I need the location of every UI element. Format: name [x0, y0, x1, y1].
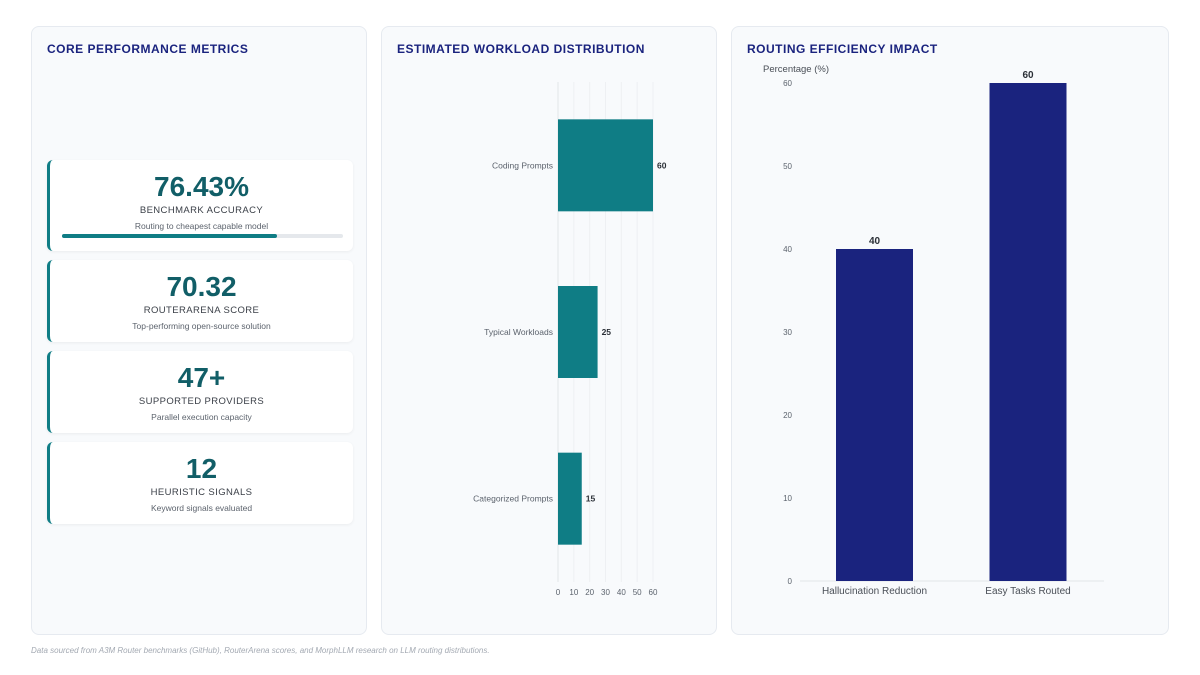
y-tick-label: 60	[783, 79, 792, 88]
metric-label: BENCHMARK ACCURACY	[139, 205, 264, 216]
data-label: 15	[586, 494, 596, 504]
efficiency-bar-chart: Percentage (%) 0 10 20 30 40 50 60 40 Hallucinati…	[763, 64, 1104, 597]
x-tick-label: 20	[585, 588, 594, 597]
category-label: Typical Workloads	[484, 327, 553, 337]
metric-value: 76.43%	[154, 171, 249, 202]
category-label: Coding Prompts	[492, 160, 553, 170]
data-label: 25	[602, 327, 612, 337]
efficiency-chart-title: ROUTING EFFICIENCY IMPACT	[747, 42, 938, 56]
accuracy-progress-track	[62, 234, 343, 238]
metric-subtitle: Top-performing open-source solution	[132, 321, 271, 331]
data-label: 40	[869, 236, 881, 247]
core-metrics-title: CORE PERFORMANCE METRICS	[47, 42, 249, 56]
metric-value: 12	[185, 453, 218, 484]
workload-bar-chart: 0 10 20 30 40 50 60 Coding Prompts 60 Typical Wor…	[473, 82, 667, 597]
data-source-footnote: Data sourced from A3M Router benchmarks …	[31, 646, 490, 655]
metric-subtitle: Routing to cheapest capable model	[134, 221, 269, 231]
accuracy-progress-fill	[62, 234, 277, 238]
y-tick-label: 40	[783, 245, 792, 254]
metric-label: ROUTERARENA SCORE	[143, 305, 260, 316]
metric-value: 70.32	[166, 271, 237, 302]
workload-chart-title: ESTIMATED WORKLOAD DISTRIBUTION	[397, 42, 645, 56]
bar	[558, 286, 598, 378]
x-tick-label: 60	[649, 588, 658, 597]
metric-card-benchmark-accuracy: 76.43% BENCHMARK ACCURACY Routing to che…	[47, 160, 353, 251]
bar	[558, 452, 582, 545]
x-tick-label: 10	[569, 588, 578, 597]
metric-subtitle: Parallel execution capacity	[151, 412, 252, 422]
metric-card-heuristic-signals: 12 HEURISTIC SIGNALS Keyword signals eva…	[47, 442, 353, 524]
category-label: Categorized Prompts	[473, 494, 553, 504]
metric-card-supported-providers: 47+ SUPPORTED PROVIDERS Parallel executi…	[47, 351, 353, 433]
bar	[558, 119, 653, 212]
bar	[836, 249, 913, 581]
category-label: Hallucination Reduction	[822, 586, 927, 597]
x-tick-label: 50	[633, 588, 642, 597]
y-tick-label: 30	[783, 328, 792, 337]
routing-efficiency-panel: ROUTING EFFICIENCY IMPACT Percentage (%)…	[731, 26, 1169, 635]
metric-value: 47+	[177, 362, 226, 393]
y-tick-label: 0	[788, 577, 793, 586]
y-tick-label: 20	[783, 411, 792, 420]
metric-subtitle: Keyword signals evaluated	[150, 503, 253, 513]
x-tick-label: 0	[556, 588, 561, 597]
x-tick-label: 30	[601, 588, 610, 597]
y-tick-label: 10	[783, 494, 792, 503]
y-axis-title: Percentage (%)	[763, 64, 829, 75]
workload-distribution-panel: ESTIMATED WORKLOAD DISTRIBUTION 0 10 20 30 4…	[381, 26, 717, 635]
data-label: 60	[1022, 70, 1034, 81]
category-label: Easy Tasks Routed	[985, 586, 1070, 597]
metric-label: HEURISTIC SIGNALS	[150, 487, 253, 498]
y-tick-label: 50	[783, 162, 792, 171]
metric-label: SUPPORTED PROVIDERS	[138, 396, 265, 407]
core-metrics-panel: CORE PERFORMANCE METRICS 76.43% BENCHMAR…	[31, 26, 367, 635]
x-tick-label: 40	[617, 588, 626, 597]
metric-card-routerarena-score: 70.32 ROUTERARENA SCORE Top-performing o…	[47, 260, 353, 342]
bar	[989, 83, 1067, 581]
data-label: 60	[657, 160, 667, 170]
